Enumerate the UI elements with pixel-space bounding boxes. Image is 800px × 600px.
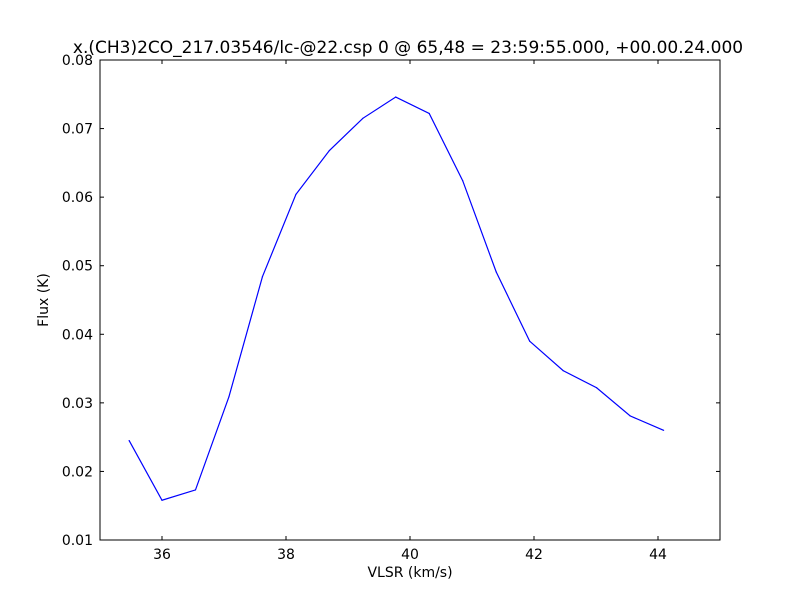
data-point	[428, 112, 430, 115]
data-point	[629, 415, 631, 417]
chart-title: x.(CH3)2CO_217.03546/lc-@22.csp 0 @ 65,4…	[73, 38, 743, 58]
y-tick-label: 0.07	[62, 122, 93, 138]
y-tick-label: 0.03	[62, 396, 93, 412]
y-tick-label: 0.01	[62, 533, 93, 549]
x-tick-label: 36	[153, 547, 171, 563]
data-point	[228, 396, 230, 398]
data-point	[596, 387, 598, 389]
x-tick-label: 40	[401, 547, 419, 563]
y-tick-label: 0.04	[62, 327, 93, 343]
x-axis-ticks: 36 38 40 42 44	[153, 60, 667, 563]
data-point	[161, 499, 163, 501]
series-line	[128, 96, 664, 501]
y-tick-label: 0.06	[62, 190, 93, 206]
x-tick-label: 38	[277, 547, 295, 563]
data-point	[362, 117, 364, 119]
data-point	[562, 370, 564, 372]
data-point	[328, 149, 330, 152]
data-point	[395, 96, 397, 98]
data-point	[662, 429, 665, 431]
x-tick-label: 42	[525, 547, 543, 563]
y-tick-label: 0.05	[62, 259, 93, 275]
x-tick-label: 44	[649, 547, 667, 563]
data-point	[128, 439, 130, 442]
data-point	[495, 271, 497, 273]
y-tick-label: 0.02	[62, 464, 93, 480]
data-point	[194, 489, 197, 491]
series-layer	[128, 96, 665, 501]
y-axis-label: Flux (K)	[36, 273, 52, 327]
x-axis-label: VLSR (km/s)	[367, 565, 452, 581]
data-point	[462, 180, 464, 182]
y-axis-ticks: 0.01 0.02 0.03 0.04 0.05 0.06 0.07 0.08	[62, 53, 720, 549]
data-point	[529, 340, 531, 342]
plot-area-frame	[99, 59, 721, 541]
data-point	[295, 193, 297, 195]
data-point	[261, 276, 264, 278]
y-tick-label: 0.08	[62, 53, 93, 69]
